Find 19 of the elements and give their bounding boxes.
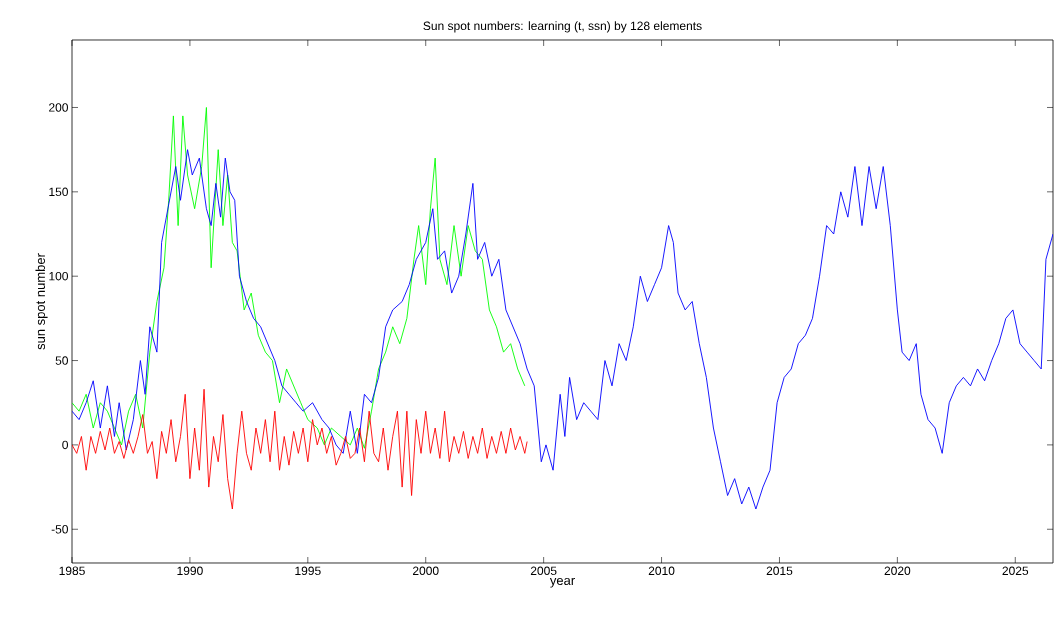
y-axis-title: sun spot number (35, 253, 48, 350)
y-tick-label: 200 (49, 103, 68, 112)
y-tick-label: 150 (49, 187, 68, 197)
y-tick-label: 0 (62, 440, 69, 450)
x-tick-label: 1985 (59, 566, 85, 576)
x-axis-title: year (549, 577, 575, 588)
x-tick-label: 2005 (530, 566, 557, 576)
x-tick-label: 2010 (648, 566, 675, 576)
x-tick-label: 2015 (766, 566, 793, 576)
x-tick-label: 1995 (295, 566, 321, 576)
x-tick-label: 2025 (1002, 566, 1029, 576)
x-tick-label: 1990 (177, 566, 203, 576)
y-tick-label: -50 (51, 525, 68, 534)
chart-title: Sun spot numbers: learning (t, ssn) by 128 elements (423, 21, 702, 33)
y-tick-label: 100 (49, 271, 68, 281)
x-tick-label: 2000 (412, 566, 439, 576)
y-tick-label: 50 (55, 356, 68, 365)
x-tick-label: 2020 (884, 566, 911, 576)
line-series (72, 388, 528, 510)
